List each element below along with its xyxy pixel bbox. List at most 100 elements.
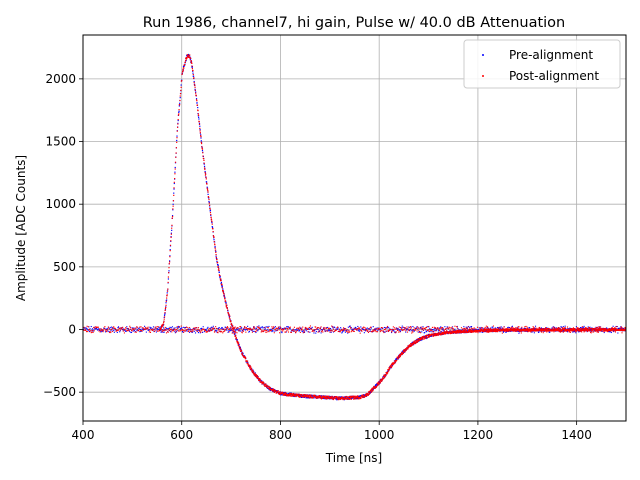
data-point [390, 365, 392, 367]
data-point [612, 325, 614, 327]
data-point [551, 328, 553, 330]
data-point [273, 388, 275, 390]
data-point [179, 99, 181, 102]
data-point [96, 327, 98, 329]
data-point [362, 328, 364, 330]
data-point [338, 330, 341, 332]
data-point [208, 205, 211, 207]
data-point [203, 165, 206, 167]
data-point [537, 331, 540, 333]
data-point [548, 331, 550, 333]
data-point [269, 329, 271, 331]
data-point [265, 326, 267, 328]
data-point [237, 329, 239, 331]
data-point [539, 326, 541, 329]
data-point [223, 329, 225, 331]
data-point [157, 328, 159, 330]
data-point [227, 309, 229, 311]
data-point [572, 328, 574, 330]
data-point [472, 328, 474, 330]
data-point [171, 215, 174, 218]
data-point [576, 329, 578, 332]
data-point [424, 332, 426, 334]
data-point [324, 395, 326, 397]
data-point [325, 395, 328, 397]
data-point [175, 152, 177, 154]
data-point [489, 330, 491, 333]
data-point [172, 205, 174, 207]
data-point [221, 328, 223, 331]
data-point [157, 330, 159, 332]
data-point [304, 329, 306, 331]
data-point [501, 332, 503, 334]
data-point [552, 326, 554, 328]
data-point [273, 332, 275, 334]
data-point [348, 330, 350, 332]
data-point [250, 366, 252, 368]
data-point [328, 330, 330, 332]
data-point [349, 398, 351, 400]
data-point [412, 331, 414, 333]
data-point [160, 329, 162, 331]
data-point [307, 331, 309, 333]
data-point [620, 326, 622, 328]
data-point [402, 326, 404, 328]
data-point [129, 331, 131, 333]
data-point [610, 331, 612, 334]
data-point [232, 330, 234, 332]
data-point [584, 328, 586, 331]
data-point [526, 329, 528, 331]
data-point [267, 329, 269, 331]
data-point [226, 327, 229, 329]
data-point [549, 328, 551, 330]
data-point [178, 110, 180, 112]
data-point [215, 251, 217, 253]
data-point [230, 328, 232, 330]
data-point [164, 309, 167, 311]
data-point [344, 328, 346, 330]
data-point [171, 229, 173, 231]
data-point [578, 329, 580, 331]
data-point [378, 383, 380, 385]
data-point [405, 348, 407, 350]
data-point [454, 330, 456, 333]
data-point [564, 325, 566, 327]
data-point [497, 331, 499, 333]
data-point [254, 327, 256, 330]
data-point [441, 332, 443, 334]
data-point [292, 328, 294, 330]
data-point [348, 331, 351, 333]
data-point [244, 326, 246, 328]
data-point [334, 398, 336, 400]
data-point [265, 384, 268, 387]
data-point [354, 328, 356, 330]
data-point [453, 332, 455, 334]
data-point [513, 330, 515, 332]
data-point [218, 268, 220, 270]
data-point [438, 328, 440, 330]
data-point [271, 327, 274, 330]
data-point [120, 327, 122, 329]
data-point [511, 330, 514, 332]
data-point [247, 362, 249, 364]
data-point [179, 95, 181, 97]
data-point [372, 390, 374, 392]
data-point [123, 329, 125, 331]
data-point [227, 331, 229, 333]
data-point [222, 331, 224, 333]
data-point [217, 332, 219, 334]
data-point [178, 330, 180, 332]
data-point [602, 329, 605, 331]
data-point [571, 330, 573, 332]
data-point [113, 331, 115, 333]
data-point [236, 332, 238, 334]
data-point [332, 326, 334, 328]
data-point [515, 326, 517, 329]
data-point [232, 327, 234, 329]
series-post-alignment [83, 54, 626, 401]
data-point [127, 327, 129, 330]
data-point [253, 374, 255, 376]
data-point [268, 325, 270, 328]
data-point [209, 209, 212, 211]
data-point [362, 328, 364, 331]
